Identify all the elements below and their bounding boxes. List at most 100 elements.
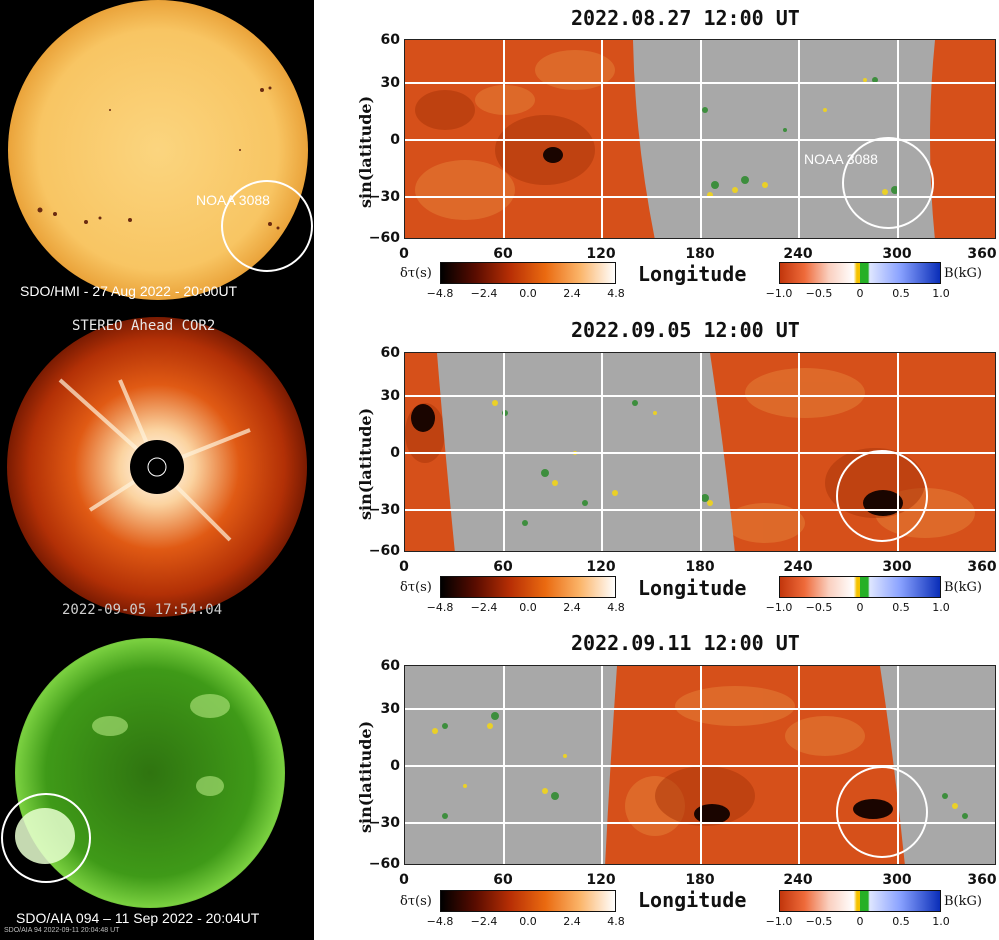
xtick: 60 <box>493 872 513 888</box>
ytick: −30 <box>368 815 400 831</box>
dtau-tick: 0.0 <box>519 287 537 300</box>
ytick: 60 <box>380 658 400 674</box>
ytick: −30 <box>368 502 400 518</box>
cor2-coronagraph-image <box>7 317 307 617</box>
hmi-panel: NOAA 3088 SDO/HMI - 27 Aug 2022 - 20:00U… <box>0 0 314 310</box>
dtau-tick: 0.0 <box>519 601 537 614</box>
dtau-colorbar-label: δτ(s) <box>400 580 432 595</box>
hmi-region-circle <box>221 180 313 272</box>
b-tick: −1.0 <box>765 287 793 300</box>
farside-map <box>404 665 996 865</box>
ytick: 60 <box>380 345 400 361</box>
farside-map <box>404 352 996 552</box>
xtick: 300 <box>882 246 912 262</box>
b-tick: 0 <box>856 287 864 300</box>
dtau-colorbar-label: δτ(s) <box>400 266 432 281</box>
xtick: 360 <box>967 559 997 575</box>
ytick: 0 <box>390 132 400 148</box>
b-tick: 0.5 <box>892 915 910 928</box>
b-tick: 1.0 <box>932 601 950 614</box>
cor2-timestamp: 2022-09-05 17:54:04 <box>62 602 223 618</box>
ytick: 30 <box>380 388 400 404</box>
aia-caption: SDO/AIA 094 – 11 Sep 2022 - 20:04UT <box>16 910 260 926</box>
dtau-tick: −4.8 <box>426 287 454 300</box>
xtick: 300 <box>882 872 912 888</box>
map-image <box>405 666 995 864</box>
b-tick: −1.0 <box>765 601 793 614</box>
ytick: −60 <box>368 856 400 872</box>
x-axis-label: Longitude <box>638 576 747 600</box>
b-tick: −0.5 <box>805 915 833 928</box>
aia-stamp: SDO/AIA 94 2022-09-11 20:04:48 UT <box>4 927 120 934</box>
b-tick: −0.5 <box>805 287 833 300</box>
dtau-tick: −2.4 <box>470 601 498 614</box>
xtick: 240 <box>783 872 813 888</box>
xtick: 120 <box>586 872 616 888</box>
xtick: 180 <box>685 246 715 262</box>
y-axis-label: sin(latitude) <box>356 407 375 520</box>
farside-map <box>404 39 996 239</box>
xtick: 180 <box>685 559 715 575</box>
xtick: 0 <box>399 246 409 262</box>
hmi-region-label: NOAA 3088 <box>196 192 270 208</box>
dtau-tick: 0.0 <box>519 915 537 928</box>
xtick: 360 <box>967 246 997 262</box>
ytick: −30 <box>368 189 400 205</box>
b-tick: 0.5 <box>892 287 910 300</box>
hmi-sun-image <box>8 0 313 300</box>
x-axis-label: Longitude <box>638 888 747 912</box>
dtau-tick: 2.4 <box>563 287 581 300</box>
xtick: 300 <box>882 559 912 575</box>
dtau-tick: 4.8 <box>607 601 625 614</box>
aia-sun-image <box>1 638 285 908</box>
xtick: 120 <box>586 246 616 262</box>
b-tick: −0.5 <box>805 601 833 614</box>
xtick: 240 <box>783 246 813 262</box>
ytick: 30 <box>380 75 400 91</box>
hmi-caption: SDO/HMI - 27 Aug 2022 - 20:00UT <box>20 283 238 299</box>
b-colorbar-label: B(kG) <box>944 580 982 595</box>
ytick: 30 <box>380 701 400 717</box>
cor2-title: STEREO Ahead COR2 <box>72 318 216 334</box>
dtau-colorbar <box>440 576 616 598</box>
b-colorbar-label: B(kG) <box>944 266 982 281</box>
xtick: 0 <box>399 872 409 888</box>
ytick: 0 <box>390 445 400 461</box>
dtau-colorbar <box>440 890 616 912</box>
dtau-tick: 4.8 <box>607 287 625 300</box>
xtick: 60 <box>493 559 513 575</box>
b-tick: −1.0 <box>765 915 793 928</box>
dtau-tick: 2.4 <box>563 601 581 614</box>
dtau-tick: −2.4 <box>470 287 498 300</box>
b-colorbar-label: B(kG) <box>944 894 982 909</box>
dtau-tick: −2.4 <box>470 915 498 928</box>
map-region-label: NOAA 3088 <box>804 151 878 167</box>
map-image <box>405 353 995 551</box>
dtau-tick: −4.8 <box>426 601 454 614</box>
b-tick: 1.0 <box>932 287 950 300</box>
xtick: 120 <box>586 559 616 575</box>
b-colorbar <box>779 890 941 912</box>
ytick: −60 <box>368 543 400 559</box>
xtick: 60 <box>493 246 513 262</box>
dtau-colorbar <box>440 262 616 284</box>
ytick: 0 <box>390 758 400 774</box>
b-tick: 0 <box>856 601 864 614</box>
ytick: 60 <box>380 32 400 48</box>
map-title: 2022.09.11 12:00 UT <box>571 631 800 655</box>
b-colorbar <box>779 576 941 598</box>
xtick: 240 <box>783 559 813 575</box>
cor2-panel: STEREO Ahead COR2 2022-09-05 17:54:04 <box>0 310 314 626</box>
dtau-tick: 4.8 <box>607 915 625 928</box>
dtau-tick: −4.8 <box>426 915 454 928</box>
b-tick: 1.0 <box>932 915 950 928</box>
b-colorbar <box>779 262 941 284</box>
y-axis-label: sin(latitude) <box>356 720 375 833</box>
aia-panel: SDO/AIA 094 – 11 Sep 2022 - 20:04UT SDO/… <box>0 626 314 940</box>
dtau-tick: 2.4 <box>563 915 581 928</box>
b-tick: 0.5 <box>892 601 910 614</box>
map-title: 2022.08.27 12:00 UT <box>571 6 800 30</box>
dtau-colorbar-label: δτ(s) <box>400 894 432 909</box>
map-title: 2022.09.05 12:00 UT <box>571 318 800 342</box>
xtick: 360 <box>967 872 997 888</box>
